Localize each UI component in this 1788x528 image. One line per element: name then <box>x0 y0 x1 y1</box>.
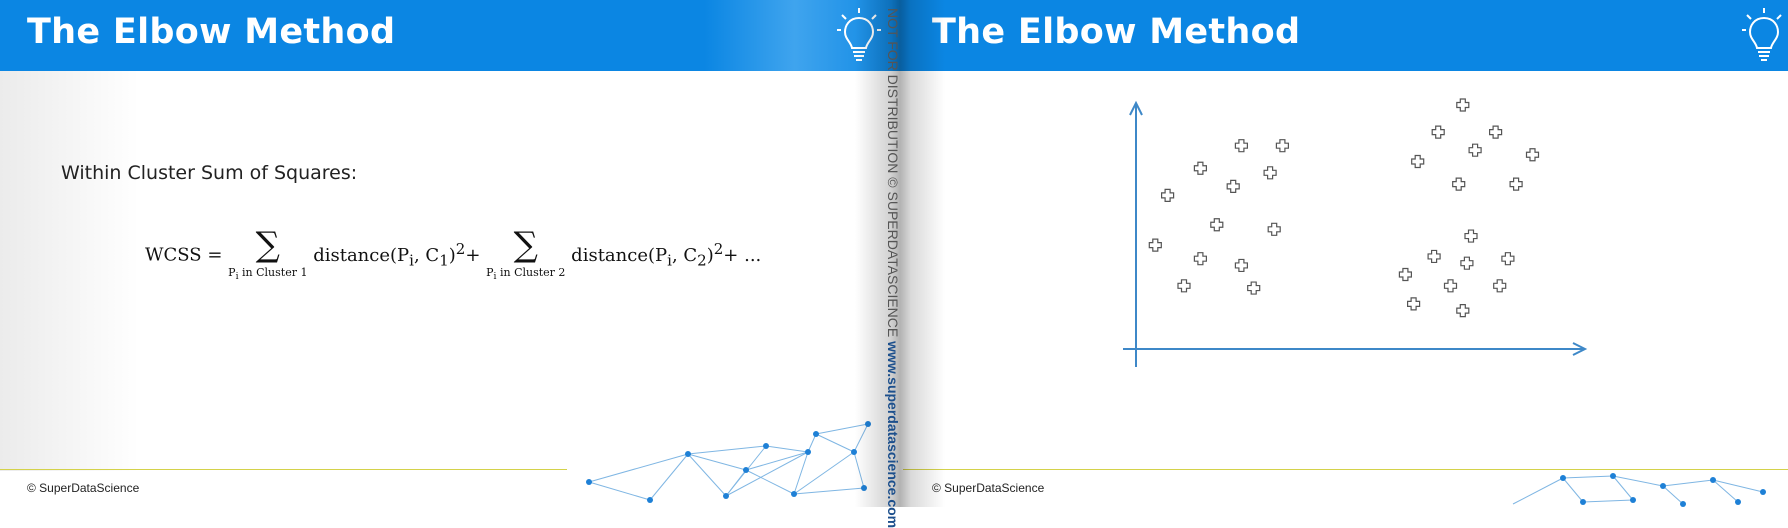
plus-marker-icon <box>1411 154 1425 169</box>
plus-marker-icon <box>1452 177 1466 191</box>
plus-marker-icon <box>1431 125 1445 139</box>
plus-marker-icon <box>1427 249 1441 264</box>
sigma-symbol: ∑ <box>255 225 280 265</box>
plus-marker-icon <box>1193 252 1207 266</box>
plus-marker-icon <box>1509 177 1523 191</box>
plus-marker-icon <box>1210 218 1224 232</box>
page-shadow <box>0 71 140 471</box>
sum-cluster-2: ∑ Pi in Cluster 2 <box>486 228 565 282</box>
distance-term-1: distance(Pi, C1)2+ <box>313 240 481 270</box>
plus-marker-icon <box>1407 297 1421 311</box>
plus-marker-icon <box>1148 238 1162 252</box>
footer-copyright: © SuperDataScience <box>27 481 140 495</box>
plus-marker-icon <box>1443 279 1458 293</box>
sum-subscript: Pi in Cluster 1 <box>228 266 308 283</box>
plot-axes <box>1123 100 1588 367</box>
sum-cluster-1: ∑ Pi in Cluster 1 <box>228 228 307 282</box>
plus-marker-icon <box>1161 188 1175 202</box>
plus-marker-icon <box>1267 222 1281 236</box>
watermark-text: NOT FOR DISTRIBUTION © SUPERDATASCIENCE <box>885 8 901 338</box>
slide-title: The Elbow Method <box>27 12 396 52</box>
scatter-plot <box>1123 98 1588 367</box>
sum-subscript: Pi in Cluster 2 <box>486 266 566 283</box>
footer-copyright: © SuperDataScience <box>932 481 1045 495</box>
watermark-url: www.superdatascience.com <box>885 341 901 528</box>
lightbulb-icon <box>837 8 881 61</box>
slide-left: The Elbow Method Within Cluster Sum of S… <box>0 0 903 507</box>
footer-divider <box>903 469 1788 470</box>
page-fold-shadow <box>855 0 945 507</box>
scatter-points <box>1148 98 1540 318</box>
plus-marker-icon <box>1263 166 1277 180</box>
plus-marker-icon <box>1489 125 1503 139</box>
watermark: NOT FOR DISTRIBUTION © SUPERDATASCIENCE … <box>885 8 901 528</box>
plus-marker-icon <box>1464 229 1478 243</box>
x-axis-arrow <box>1572 342 1588 356</box>
plus-marker-icon <box>1234 258 1248 273</box>
distance-term-2: distance(Pi, C2)2+ ... <box>571 240 762 270</box>
plus-marker-icon <box>1501 252 1515 266</box>
plus-marker-icon <box>1226 179 1240 193</box>
wcss-formula: WCSS = ∑ Pi in Cluster 1 distance(Pi, C1… <box>145 228 761 282</box>
plus-marker-icon <box>1247 281 1261 295</box>
y-axis-arrow <box>1129 100 1143 116</box>
footer-divider <box>0 469 567 470</box>
sigma-symbol: ∑ <box>513 225 538 265</box>
plus-marker-icon <box>1456 98 1470 112</box>
network-decoration <box>1512 473 1766 507</box>
slide-header: The Elbow Method <box>903 0 1788 71</box>
plus-marker-icon <box>1493 279 1507 293</box>
slide-right: The Elbow Method © SuperDataScience <box>903 0 1788 507</box>
slide-header: The Elbow Method <box>0 0 903 71</box>
lightbulb-icon <box>1742 8 1782 61</box>
network-decoration <box>586 421 871 503</box>
wcss-subtitle: Within Cluster Sum of Squares: <box>61 162 358 184</box>
plus-marker-icon <box>1460 256 1474 270</box>
plus-marker-icon <box>1275 139 1289 153</box>
plus-marker-icon <box>1525 148 1540 162</box>
plus-marker-icon <box>1468 143 1482 157</box>
plus-marker-icon <box>1234 139 1248 153</box>
plus-marker-icon <box>1456 304 1470 318</box>
plus-marker-icon <box>1398 267 1412 282</box>
plus-marker-icon <box>1177 279 1191 293</box>
slide-title: The Elbow Method <box>932 12 1301 52</box>
plus-marker-icon <box>1193 161 1207 175</box>
formula-lhs: WCSS = <box>145 244 223 266</box>
